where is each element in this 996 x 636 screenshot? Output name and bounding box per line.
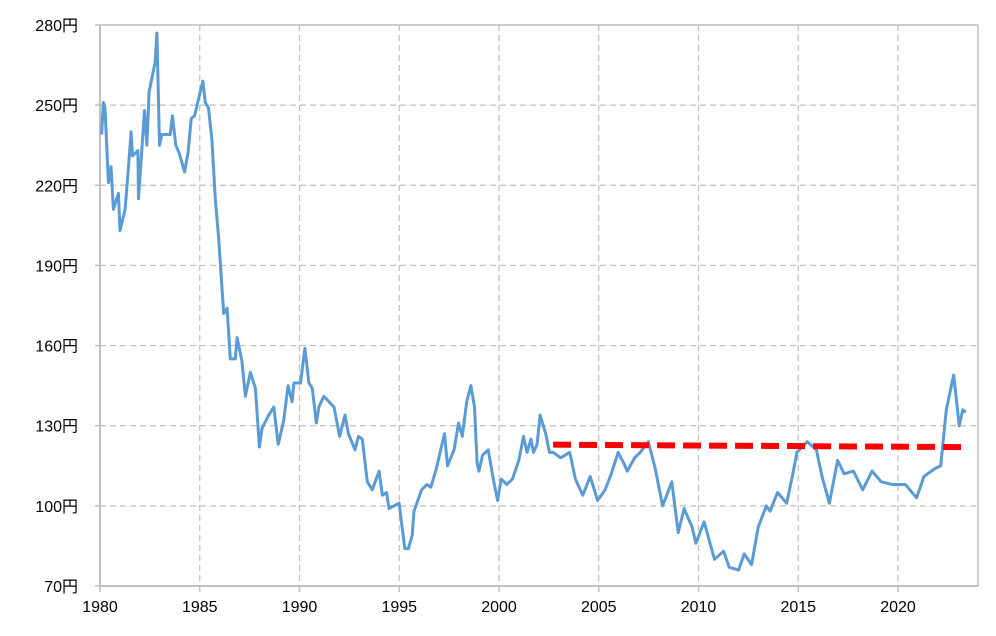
x-tick-label: 1990 xyxy=(282,599,318,616)
y-tick-label: 100円 xyxy=(35,499,78,516)
x-tick-label: 2005 xyxy=(581,599,617,616)
y-tick-label: 160円 xyxy=(35,339,78,356)
x-tick-label: 2000 xyxy=(481,599,517,616)
x-tick-label: 1980 xyxy=(82,599,118,616)
y-tick-label: 220円 xyxy=(35,178,78,195)
y-tick-label: 190円 xyxy=(35,258,78,275)
series-line xyxy=(100,31,967,572)
x-axis-ticks: 1980 1985 1990 1995 2000 2005 2010 2015 2020 xyxy=(82,599,916,616)
y-tick-label: 130円 xyxy=(35,419,78,436)
plot-area xyxy=(100,31,967,572)
reference-line xyxy=(553,441,963,451)
x-tick-label: 2010 xyxy=(681,599,717,616)
y-tick-label: 70円 xyxy=(44,579,78,596)
x-tick-label: 1995 xyxy=(381,599,417,616)
x-tick-label: 1985 xyxy=(182,599,218,616)
gridlines xyxy=(95,24,979,592)
plot-border xyxy=(99,24,979,587)
x-tick-label: 2020 xyxy=(880,599,916,616)
y-tick-label: 280円 xyxy=(35,18,78,35)
x-tick-label: 2015 xyxy=(780,599,816,616)
y-axis-ticks: 280円 250円 220円 190円 160円 130円 100円 70円 xyxy=(35,18,78,596)
y-tick-label: 250円 xyxy=(35,98,78,115)
